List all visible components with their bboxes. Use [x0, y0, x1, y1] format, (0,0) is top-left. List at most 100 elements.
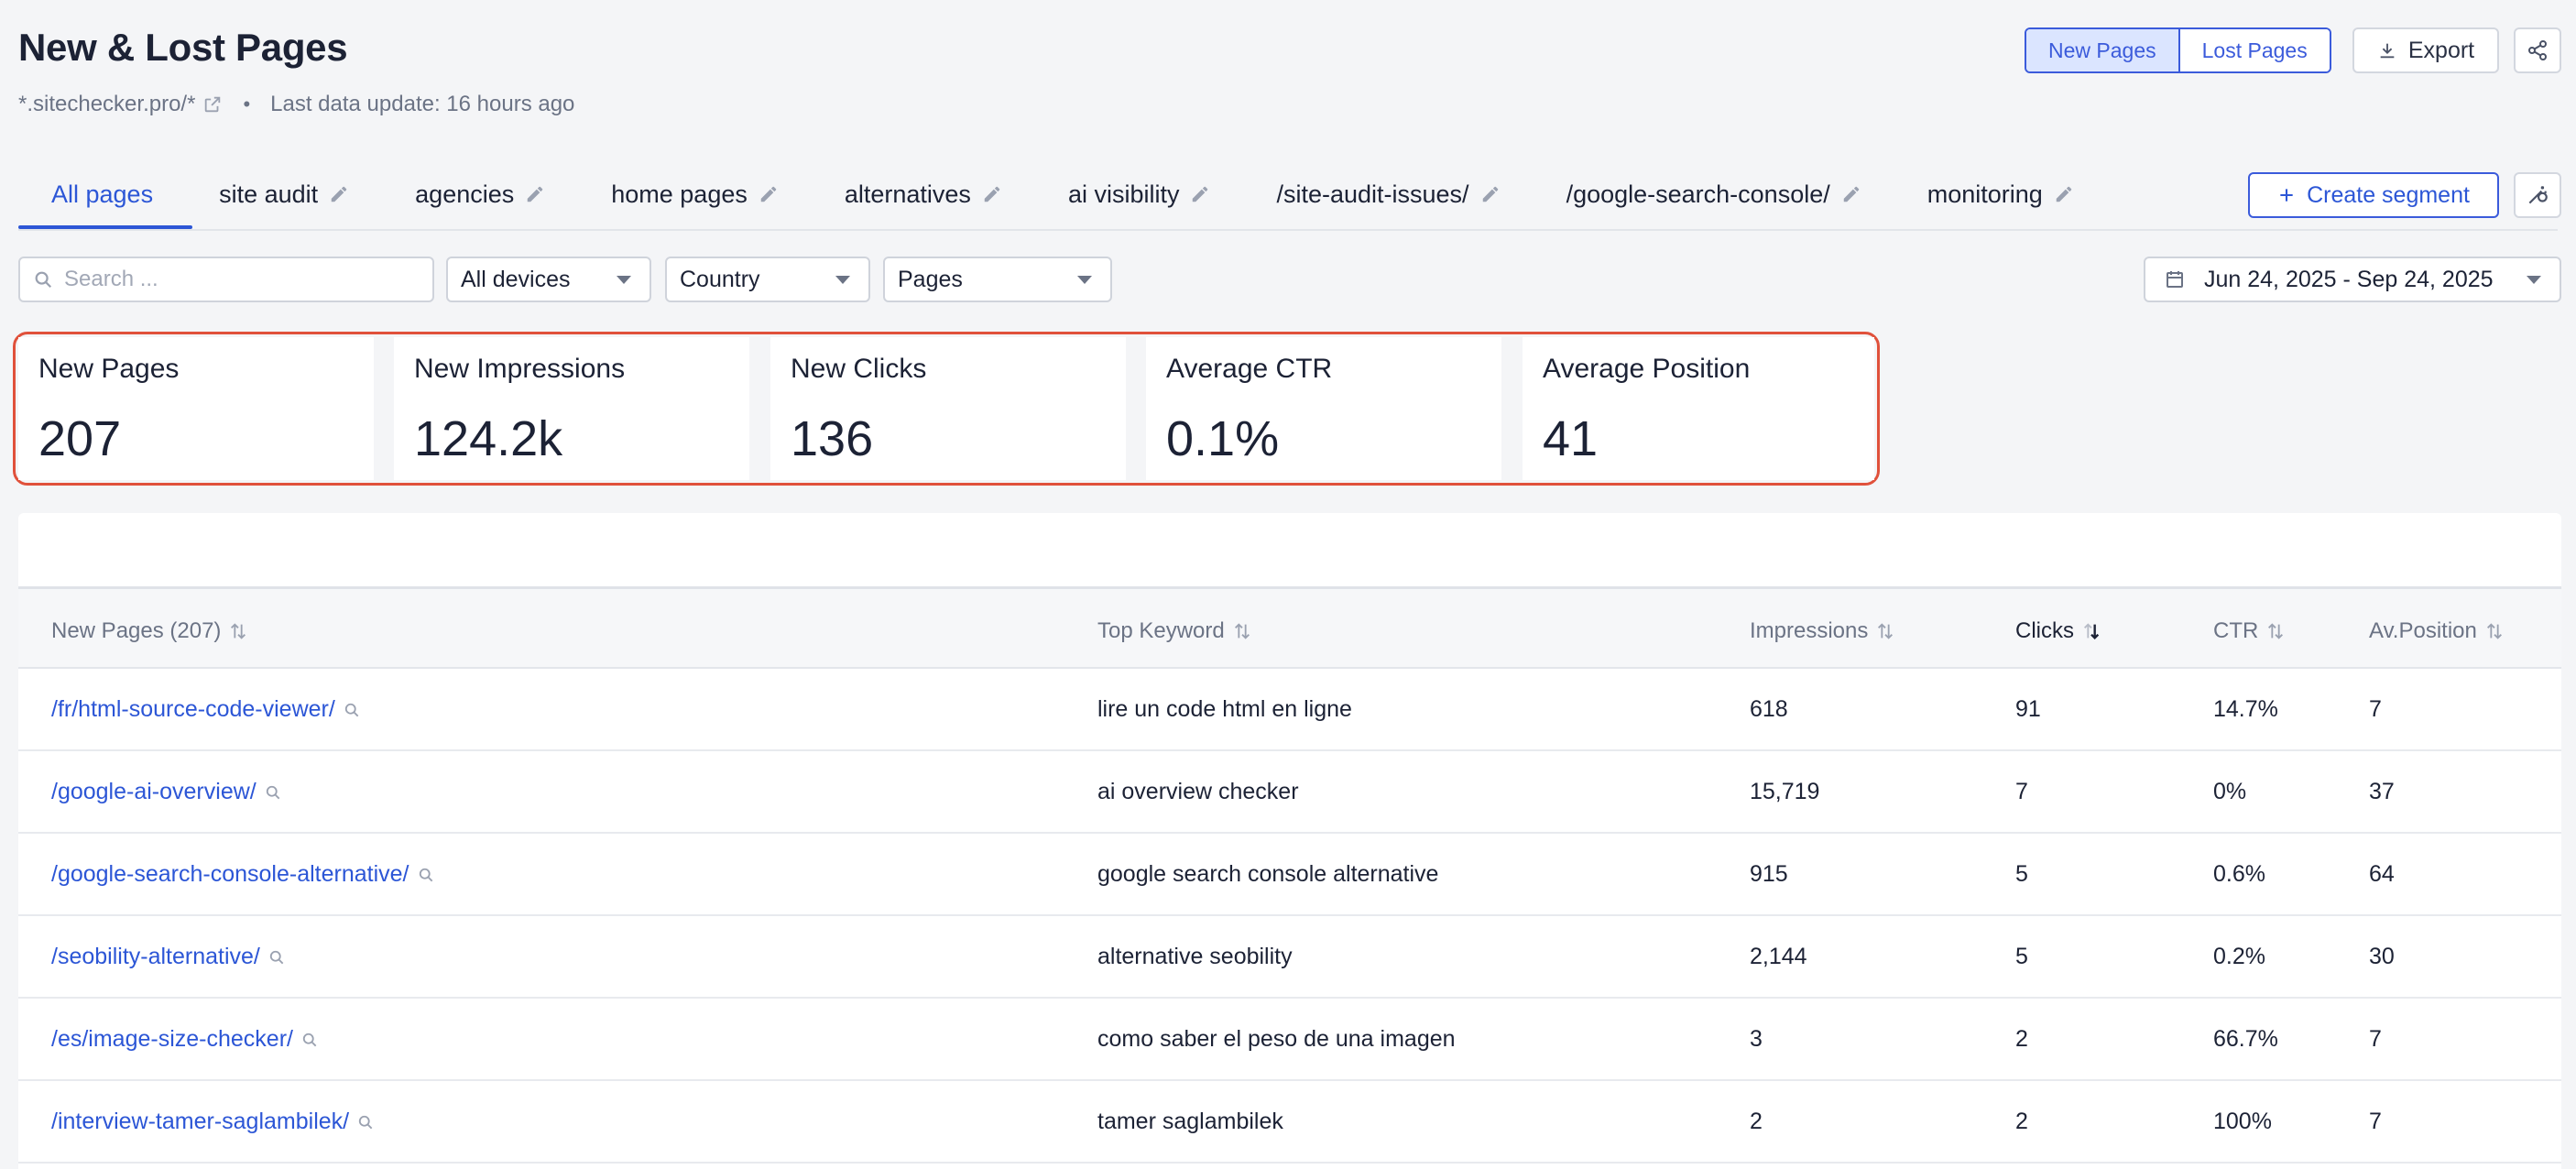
- column-header-av-position[interactable]: Av.Position: [2369, 618, 2505, 644]
- tab-monitoring[interactable]: monitoring: [1894, 170, 2107, 218]
- search-icon[interactable]: [300, 1031, 319, 1049]
- search-icon[interactable]: [417, 866, 435, 884]
- segment-tabs: All pages site audit agencies home pages…: [18, 170, 2107, 218]
- search-icon[interactable]: [267, 948, 286, 967]
- tab-alternatives[interactable]: alternatives: [812, 170, 1035, 218]
- pencil-icon[interactable]: [759, 184, 779, 204]
- new-pages-toggle-button[interactable]: New Pages: [2026, 29, 2178, 71]
- pencil-icon[interactable]: [1841, 184, 1861, 204]
- summary-card-average-ctr: Average CTR 0.1%: [1146, 337, 1501, 480]
- export-button[interactable]: Export: [2352, 27, 2499, 73]
- column-label: Top Keyword: [1097, 618, 1225, 643]
- page-link[interactable]: /fr/html-source-code-viewer/: [51, 696, 361, 723]
- tab-site-audit-issues[interactable]: /site-audit-issues/: [1243, 170, 1533, 218]
- new-lost-toggle: New Pages Lost Pages: [2025, 27, 2331, 73]
- search-icon[interactable]: [343, 701, 361, 719]
- tab-home-pages[interactable]: home pages: [578, 170, 812, 218]
- impressions-cell: 2,144: [1750, 944, 1807, 969]
- column-label: Av.Position: [2369, 618, 2477, 643]
- search-input[interactable]: [64, 267, 412, 292]
- summary-card-average-position: Average Position 41: [1523, 337, 1874, 480]
- column-label: Impressions: [1750, 618, 1869, 643]
- summary-label: New Pages: [38, 354, 180, 384]
- keyword-cell: alternative seobility: [1097, 944, 1293, 969]
- position-cell: 30: [2369, 944, 2395, 969]
- tab-site-audit[interactable]: site audit: [186, 170, 382, 218]
- column-header-new-pages[interactable]: New Pages (207): [51, 618, 248, 644]
- clicks-cell: 5: [2015, 944, 2028, 969]
- ctr-cell: 100%: [2213, 1109, 2272, 1134]
- summary-label: New Impressions: [414, 354, 626, 384]
- summary-card-new-pages: New Pages 207: [18, 337, 374, 480]
- date-range-picker[interactable]: Jun 24, 2025 - Sep 24, 2025: [2144, 257, 2561, 302]
- search-icon[interactable]: [356, 1113, 375, 1131]
- ctr-cell: 0.2%: [2213, 944, 2265, 969]
- page-title: New & Lost Pages: [18, 26, 348, 69]
- column-label: New Pages (207): [51, 618, 222, 643]
- ctr-cell: 14.7%: [2213, 696, 2278, 722]
- chevron-down-icon: [1077, 275, 1092, 284]
- clicks-cell: 2: [2015, 1026, 2028, 1052]
- page-link[interactable]: /seobility-alternative/: [51, 944, 286, 970]
- page-link[interactable]: /interview-tamer-saglambilek/: [51, 1109, 375, 1135]
- impressions-cell: 3: [1750, 1026, 1763, 1052]
- pencil-icon[interactable]: [982, 184, 1002, 204]
- position-cell: 7: [2369, 1109, 2382, 1134]
- keyword-cell: como saber el peso de una imagen: [1097, 1026, 1456, 1052]
- summary-value: 41: [1543, 411, 1599, 466]
- page-url: /interview-tamer-saglambilek/: [51, 1109, 350, 1134]
- keyword-cell: tamer saglambilek: [1097, 1109, 1283, 1134]
- clicks-cell: 91: [2015, 696, 2041, 722]
- chevron-down-icon: [617, 275, 631, 284]
- clicks-cell: 5: [2015, 861, 2028, 887]
- lost-pages-toggle-button[interactable]: Lost Pages: [2178, 29, 2330, 71]
- pencil-icon[interactable]: [329, 184, 349, 204]
- sort-icon: [2268, 623, 2284, 639]
- share-button[interactable]: [2514, 27, 2561, 73]
- pencil-icon[interactable]: [525, 184, 545, 204]
- page-link[interactable]: /google-search-console-alternative/: [51, 861, 435, 888]
- column-header-ctr[interactable]: CTR: [2213, 618, 2286, 644]
- pencil-icon[interactable]: [1190, 184, 1210, 204]
- country-select[interactable]: Country: [665, 257, 870, 302]
- create-segment-button[interactable]: Create segment: [2248, 172, 2499, 218]
- column-header-clicks[interactable]: Clicks: [2015, 618, 2101, 644]
- tab-agencies[interactable]: agencies: [382, 170, 578, 218]
- pencil-icon[interactable]: [1480, 184, 1501, 204]
- page-url: /es/image-size-checker/: [51, 1026, 293, 1052]
- page-subtitle: *.sitechecker.pro/* • Last data update: …: [18, 92, 574, 117]
- column-header-top-keyword[interactable]: Top Keyword: [1097, 618, 1252, 644]
- position-cell: 64: [2369, 861, 2395, 887]
- date-range-value: Jun 24, 2025 - Sep 24, 2025: [2204, 266, 2494, 292]
- segment-settings-button[interactable]: [2514, 172, 2561, 218]
- magic-wand-icon: [2528, 186, 2548, 204]
- create-segment-label: Create segment: [2307, 181, 2470, 208]
- devices-select[interactable]: All devices: [446, 257, 651, 302]
- tab-all-pages[interactable]: All pages: [18, 170, 186, 218]
- clicks-cell: 2: [2015, 1109, 2028, 1134]
- tab-ai-visibility[interactable]: ai visibility: [1035, 170, 1244, 218]
- external-link-icon[interactable]: [202, 94, 223, 115]
- page-link[interactable]: /es/image-size-checker/: [51, 1026, 319, 1053]
- search-icon[interactable]: [264, 783, 282, 802]
- summary-label: Average CTR: [1166, 354, 1333, 384]
- pages-select[interactable]: Pages: [883, 257, 1112, 302]
- column-header-impressions[interactable]: Impressions: [1750, 618, 1895, 644]
- pencil-icon[interactable]: [2054, 184, 2074, 204]
- page-link[interactable]: /google-ai-overview/: [51, 779, 282, 805]
- position-cell: 7: [2369, 1026, 2382, 1052]
- summary-value: 136: [791, 411, 874, 466]
- summary-value: 0.1%: [1166, 411, 1280, 466]
- table-row: /interview-tamer-saglambilek/ tamer sagl…: [18, 1081, 2561, 1164]
- table-row: /es/image-size-checker/ como saber el pe…: [18, 999, 2561, 1081]
- tab-google-search-console[interactable]: /google-search-console/: [1534, 170, 1894, 218]
- impressions-cell: 915: [1750, 861, 1788, 887]
- keyword-cell: google search console alternative: [1097, 861, 1439, 887]
- sort-desc-icon: [2084, 623, 2100, 640]
- position-cell: 37: [2369, 779, 2395, 804]
- impressions-cell: 15,719: [1750, 779, 1820, 804]
- summary-value: 124.2k: [414, 411, 563, 466]
- clicks-cell: 7: [2015, 779, 2028, 804]
- tab-label: monitoring: [1927, 180, 2043, 208]
- table-row: /seobility-alternative/ alternative seob…: [18, 916, 2561, 999]
